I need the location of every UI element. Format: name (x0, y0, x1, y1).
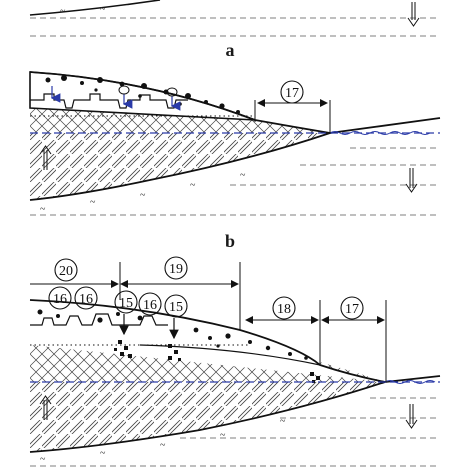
panel-label-b: b (225, 231, 235, 251)
down-arrow-icon (407, 2, 420, 27)
svg-text:~: ~ (40, 204, 46, 215)
svg-text:~: ~ (240, 170, 246, 181)
svg-text:~: ~ (160, 440, 166, 451)
zone-label-15: 15 (114, 290, 138, 314)
svg-text:15: 15 (169, 300, 183, 315)
zone-label-16: 16 (74, 286, 98, 310)
svg-text:~: ~ (90, 197, 96, 208)
svg-text:~: ~ (100, 448, 106, 459)
svg-text:~: ~ (100, 4, 106, 15)
svg-text:17: 17 (285, 86, 299, 101)
svg-text:16: 16 (79, 292, 93, 307)
zone-label-15: 15 (164, 294, 188, 318)
svg-text:~: ~ (220, 430, 226, 441)
svg-text:16: 16 (143, 298, 157, 313)
zone-label-16: 16 (138, 292, 162, 316)
up-arrow-icon (39, 145, 52, 170)
wave-icon: ~ ~ ~ ~ ~ (40, 416, 286, 465)
zone-label-16: 16 (48, 286, 72, 310)
down-arrow-icon (405, 404, 418, 429)
zone-label-20: 20 (54, 258, 78, 282)
svg-text:18: 18 (277, 302, 291, 317)
svg-text:16: 16 (53, 292, 67, 307)
svg-text:~: ~ (280, 416, 286, 427)
zone-label-19: 19 (164, 256, 188, 280)
zone-label-18: 18 (272, 296, 296, 320)
panel-label-a: a (226, 40, 235, 60)
svg-text:~: ~ (140, 190, 146, 201)
crosshatch-layer (30, 108, 330, 133)
pebble-cluster (114, 340, 320, 383)
svg-text:15: 15 (119, 296, 133, 311)
svg-text:~: ~ (60, 6, 66, 17)
panel-a: ~ ~ ~ ~ ~ 17 (29, 71, 441, 216)
diagonal-hatch-layer (30, 133, 330, 200)
svg-text:19: 19 (169, 262, 183, 277)
svg-text:~: ~ (40, 454, 46, 465)
svg-text:20: 20 (59, 264, 73, 279)
zone-label-17a: 17 (280, 80, 304, 104)
svg-text:~: ~ (190, 180, 196, 191)
up-arrow-icon (39, 395, 52, 420)
down-arrow-icon (405, 168, 418, 193)
panel-b: ~ ~ ~ ~ ~ 20 19 18 17 16 (29, 256, 441, 467)
diagonal-hatch-layer (30, 382, 385, 452)
zone-label-17b: 17 (340, 296, 364, 320)
wave-icon: ~ ~ ~ ~ ~ (40, 170, 246, 215)
top-fragment: ~ ~ (29, 0, 440, 37)
svg-text:17: 17 (345, 302, 359, 317)
